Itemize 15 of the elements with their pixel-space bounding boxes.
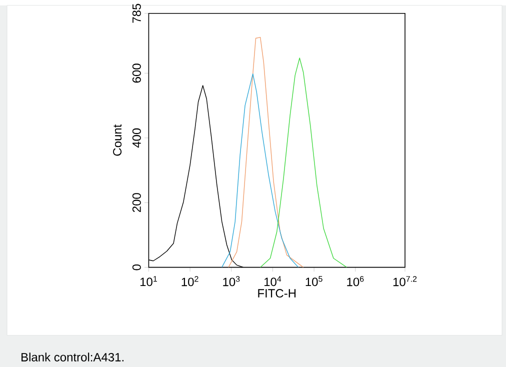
x-tick-label: 10$^{1}$ [140, 276, 157, 286]
y-tick-label: 400 [132, 128, 141, 148]
text: Blank control:A431. [22, 352, 124, 362]
x-tick-label: 10$^{7.2}$ [393, 276, 417, 286]
x-tick-label: 10$^{2}$ [182, 276, 198, 286]
y-tick-label: 785 [132, 4, 141, 23]
y-tick-label: 0 [132, 264, 141, 270]
y-tick-label: 200 [132, 192, 141, 212]
x-tick-label: 10$^{6}$ [347, 276, 364, 286]
y-tick-label: 600 [132, 64, 141, 82]
x-tick-label: 10$^{4}$ [264, 276, 282, 286]
y-axis-title: Count [113, 124, 122, 156]
x-axis-title: FITC-H [258, 288, 296, 298]
x-tick-label: 10$^{3}$ [223, 276, 240, 286]
x-tick-label: 10$^{5}$ [306, 276, 322, 286]
